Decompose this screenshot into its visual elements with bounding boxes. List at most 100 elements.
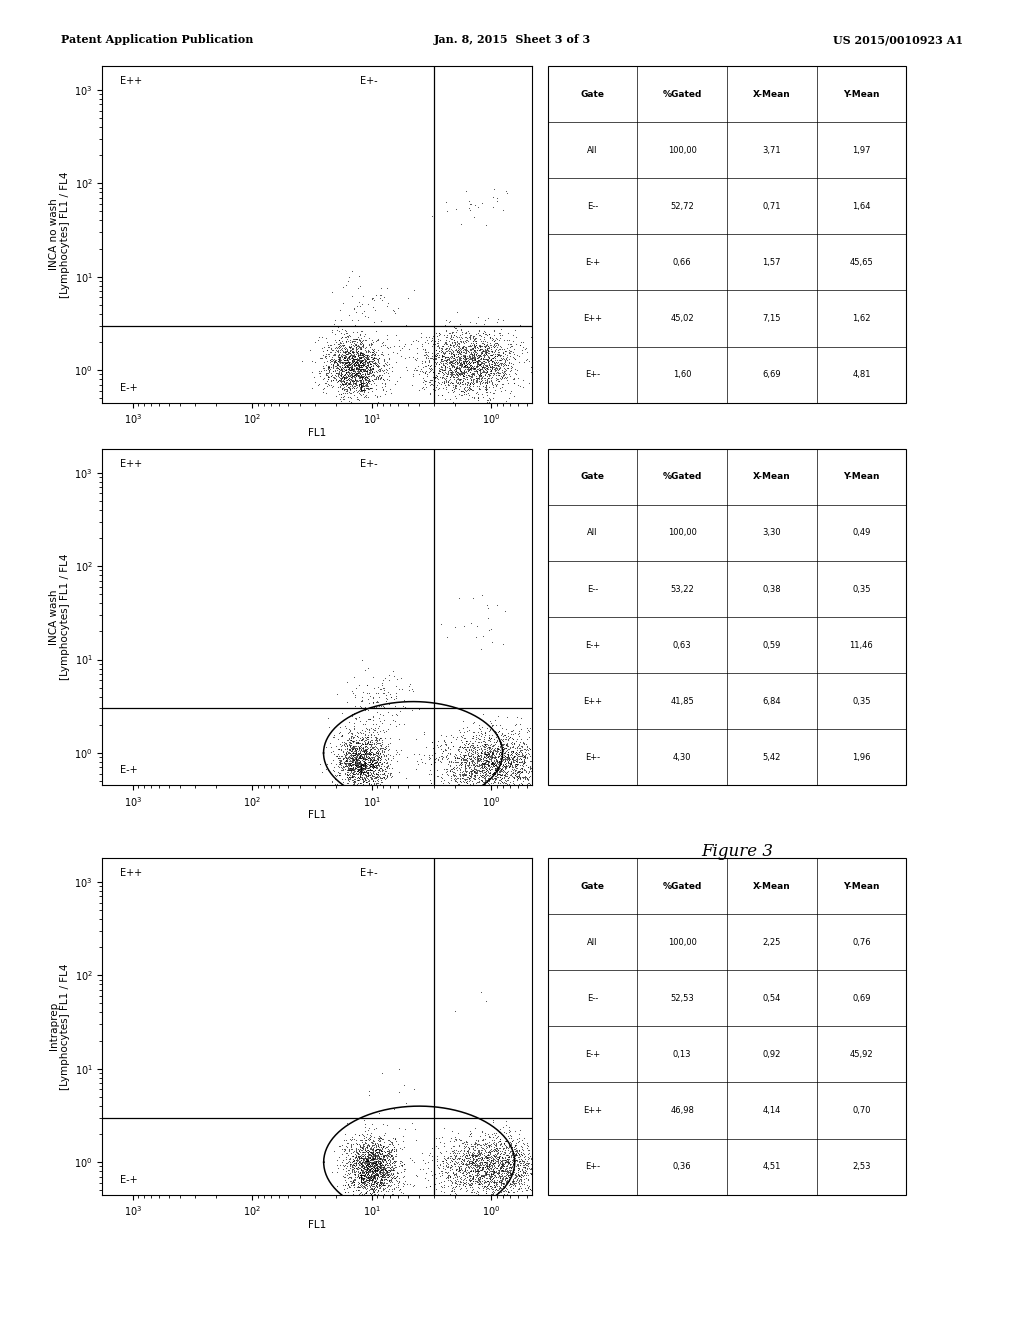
- Point: [366, 1166, 382, 1187]
- Point: [361, 352, 378, 374]
- Point: [364, 752, 380, 774]
- Point: [358, 756, 375, 777]
- Point: [480, 741, 497, 762]
- Point: [493, 731, 509, 752]
- Point: [464, 363, 480, 384]
- Point: [496, 1122, 512, 1143]
- Point: [349, 763, 366, 784]
- Point: [496, 1159, 512, 1180]
- Point: [490, 751, 507, 772]
- Point: [338, 1164, 354, 1185]
- Point: [489, 1147, 506, 1168]
- Point: [373, 777, 389, 799]
- Point: [509, 706, 525, 727]
- Point: [519, 721, 536, 742]
- Point: [347, 348, 364, 370]
- Point: [375, 335, 391, 356]
- Point: [489, 735, 506, 756]
- Point: [376, 682, 392, 704]
- Point: [495, 726, 511, 747]
- Point: [544, 756, 560, 777]
- Point: [512, 1151, 528, 1172]
- Point: [338, 752, 354, 774]
- Point: [480, 1148, 497, 1170]
- Point: [479, 742, 496, 763]
- Point: [351, 1167, 368, 1188]
- Point: [474, 752, 490, 774]
- Point: [461, 354, 477, 375]
- Point: [499, 337, 515, 358]
- Point: [471, 364, 487, 385]
- Point: [338, 352, 354, 374]
- Point: [484, 1150, 501, 1171]
- Point: [475, 1164, 492, 1185]
- Point: [484, 1166, 501, 1187]
- Point: [353, 345, 370, 366]
- Point: [365, 738, 381, 759]
- Point: [364, 1162, 380, 1183]
- Point: [480, 1166, 497, 1187]
- Point: [349, 735, 366, 756]
- Point: [341, 731, 357, 752]
- Point: [373, 1166, 389, 1187]
- Point: [482, 389, 499, 411]
- Point: [443, 351, 460, 372]
- Point: [445, 1144, 462, 1166]
- Point: [490, 764, 507, 785]
- Point: [482, 1127, 499, 1148]
- Point: [349, 767, 366, 788]
- Point: [480, 1137, 497, 1158]
- Point: [360, 721, 377, 742]
- Point: [372, 366, 388, 387]
- Point: [500, 354, 516, 375]
- Point: [354, 1164, 371, 1185]
- Point: [498, 1168, 514, 1189]
- Point: [335, 771, 351, 792]
- Point: [351, 744, 368, 766]
- Point: [358, 718, 375, 739]
- Point: [340, 364, 356, 385]
- Point: [351, 1176, 368, 1197]
- Point: [365, 1135, 381, 1156]
- Point: [454, 322, 470, 343]
- Point: [361, 337, 378, 358]
- Point: [356, 762, 373, 783]
- Point: [514, 737, 530, 758]
- Point: [475, 376, 492, 397]
- Point: [378, 1163, 394, 1184]
- Point: [447, 352, 464, 374]
- Point: [475, 746, 492, 767]
- Point: [420, 342, 436, 363]
- Point: [504, 734, 520, 755]
- Point: [388, 704, 404, 725]
- Point: [454, 354, 470, 375]
- Point: [492, 755, 508, 776]
- Point: [358, 741, 375, 762]
- Point: [367, 1167, 383, 1188]
- Point: [445, 325, 462, 346]
- Point: [498, 1148, 514, 1170]
- Point: [384, 1152, 400, 1173]
- Point: [488, 362, 505, 383]
- Point: [353, 754, 370, 775]
- Point: [364, 1148, 380, 1170]
- Point: [453, 358, 469, 379]
- Point: [384, 758, 400, 779]
- Point: [370, 772, 386, 793]
- Point: [468, 355, 484, 376]
- Point: [470, 1144, 486, 1166]
- Point: [451, 1185, 467, 1206]
- Point: [432, 735, 449, 756]
- Point: [372, 1163, 388, 1184]
- Point: [440, 751, 457, 772]
- Point: [515, 1156, 531, 1177]
- Point: [325, 360, 341, 381]
- Point: [467, 345, 483, 366]
- Point: [371, 1126, 387, 1147]
- Point: [339, 347, 355, 368]
- Point: [396, 1166, 413, 1187]
- Point: [373, 1155, 389, 1176]
- Point: [504, 743, 520, 764]
- Point: [364, 342, 380, 363]
- Point: [457, 322, 473, 343]
